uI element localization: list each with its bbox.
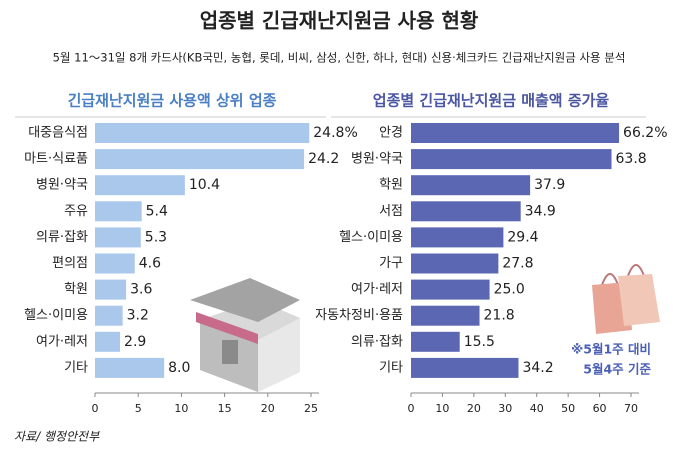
value-label: 34.9 xyxy=(525,203,556,219)
bar xyxy=(411,123,620,143)
bar xyxy=(411,305,480,326)
category-label: 주유 xyxy=(64,204,88,219)
value-label: 2.9 xyxy=(124,334,146,350)
value-label: 29.4 xyxy=(507,229,538,245)
annotation: ※5월1주 대비 xyxy=(571,342,651,357)
bar xyxy=(411,253,499,274)
category-label: 편의점 xyxy=(52,256,88,271)
value-label: 25.0 xyxy=(494,282,525,298)
x-tick-label: 50 xyxy=(561,402,575,415)
bar xyxy=(95,227,141,248)
value-label: 27.8 xyxy=(502,256,533,272)
bar xyxy=(95,305,123,326)
x-tick-label: 15 xyxy=(218,402,232,415)
category-label: 기타 xyxy=(379,360,403,375)
x-tick-label: 20 xyxy=(467,402,481,415)
panel-title: 긴급재난지원금 사용액 상위 업종 xyxy=(68,92,277,110)
bar xyxy=(411,331,460,352)
category-label: 의류·잡화 xyxy=(351,334,403,349)
bar xyxy=(411,227,504,248)
category-label: 병원·약국 xyxy=(351,152,403,167)
source: 자료/ 행정안전부 xyxy=(14,430,100,444)
value-label: 10.4 xyxy=(189,177,220,193)
bar xyxy=(95,201,142,222)
annotation: 5월4주 기준 xyxy=(583,362,651,377)
bar xyxy=(411,279,490,300)
bags-icon xyxy=(592,264,660,334)
category-label: 학원 xyxy=(64,282,88,297)
category-label: 안경 xyxy=(379,126,403,141)
x-tick-label: 0 xyxy=(408,402,415,415)
page-title: 업종별 긴급재난지원금 사용 현황 xyxy=(200,9,479,33)
category-label: 의류·잡화 xyxy=(36,230,88,245)
value-label: 4.6 xyxy=(139,256,161,272)
category-label: 여가·레저 xyxy=(36,334,88,349)
category-label: 서점 xyxy=(379,204,403,219)
panel-title: 업종별 긴급재난지원금 매출액 증가율 xyxy=(373,92,610,110)
bar xyxy=(95,279,127,300)
value-label: 66.2% xyxy=(623,125,667,141)
value-label: 15.5 xyxy=(464,334,495,350)
bar xyxy=(95,149,305,170)
x-tick-label: 10 xyxy=(174,402,188,415)
x-tick-label: 10 xyxy=(435,402,449,415)
bar xyxy=(411,149,612,170)
value-label: 63.8 xyxy=(616,151,647,167)
x-tick-label: 60 xyxy=(593,402,607,415)
value-label: 5.3 xyxy=(145,229,167,245)
category-label: 마트·식료품 xyxy=(24,152,88,167)
category-label: 자동차정비·용품 xyxy=(315,308,403,323)
value-label: 3.6 xyxy=(130,282,152,298)
value-label: 8.0 xyxy=(168,360,190,376)
x-tick-label: 0 xyxy=(92,402,99,415)
category-label: 대중음식점 xyxy=(28,126,88,141)
value-label: 21.8 xyxy=(484,308,515,324)
value-label: 24.8% xyxy=(313,125,357,141)
value-label: 34.2 xyxy=(522,360,553,376)
bar xyxy=(411,357,519,378)
bar xyxy=(95,123,310,143)
category-label: 여가·레저 xyxy=(351,282,403,297)
category-label: 기타 xyxy=(64,360,88,375)
x-tick-label: 70 xyxy=(624,402,638,415)
subtitle: 5월 11～31일 8개 카드사(KB국민, 농협, 롯데, 비씨, 삼성, 신… xyxy=(53,51,626,65)
bar xyxy=(411,175,531,196)
category-label: 가구 xyxy=(379,256,403,271)
bar xyxy=(95,331,121,352)
x-tick-label: 5 xyxy=(135,402,142,415)
bar xyxy=(411,201,521,222)
bar xyxy=(95,175,185,196)
value-label: 24.2 xyxy=(308,151,339,167)
x-tick-label: 25 xyxy=(304,402,318,415)
category-label: 학원 xyxy=(379,178,403,193)
value-label: 37.9 xyxy=(534,177,565,193)
store-icon xyxy=(190,278,300,392)
category-label: 헬스·이미용 xyxy=(339,230,403,245)
bar xyxy=(95,357,165,378)
category-label: 헬스·이미용 xyxy=(24,308,88,323)
category-label: 병원·약국 xyxy=(36,178,88,193)
x-tick-label: 40 xyxy=(530,402,544,415)
bar xyxy=(95,253,135,274)
x-tick-label: 30 xyxy=(498,402,512,415)
value-label: 5.4 xyxy=(146,203,168,219)
value-label: 3.2 xyxy=(127,308,149,324)
x-tick-label: 20 xyxy=(261,402,275,415)
